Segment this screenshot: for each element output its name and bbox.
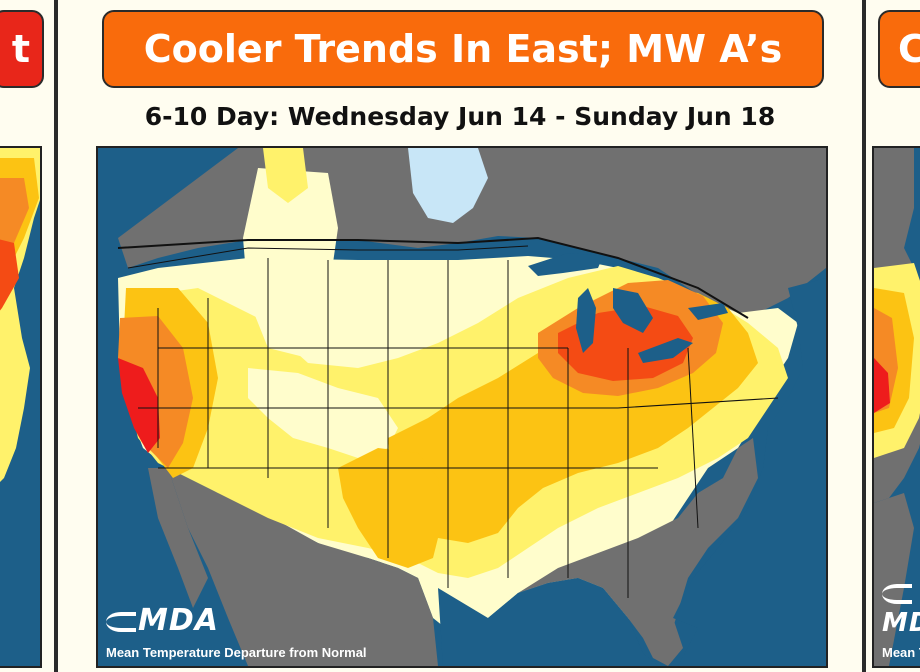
- current-slide: Cooler Trends In East; MW A’s 6-10 Day: …: [56, 0, 864, 672]
- forecast-title: Cooler Trends In East; MW A’s: [143, 27, 783, 71]
- next-slide[interactable]: C MDA Mean Te: [864, 0, 920, 672]
- state-borders: [127, 245, 779, 598]
- temperature-departure-map: MDA Mean Temperature Departure from Norm…: [96, 146, 828, 668]
- previous-slide-map: [0, 146, 42, 668]
- much-above-normal-zone: [118, 316, 193, 468]
- next-slide-map: MDA Mean Te: [872, 146, 920, 668]
- baja-region: [148, 468, 208, 608]
- gulf-of-mexico: [438, 578, 658, 666]
- us-canada-border: [117, 236, 749, 319]
- mda-swoosh-icon: [106, 611, 136, 632]
- slightly-above-zone: [243, 168, 338, 358]
- forecast-title-banner: Cooler Trends In East; MW A’s: [102, 10, 824, 88]
- mexico-region: [168, 468, 438, 666]
- lake-michigan: [576, 288, 596, 353]
- lake-huron: [613, 288, 653, 333]
- lake-erie: [638, 338, 693, 363]
- next-map-graphic: [874, 148, 920, 666]
- record-above-normal-zone: [118, 358, 160, 453]
- lake-ontario: [688, 303, 728, 320]
- next-map-land: [874, 493, 914, 666]
- southeast-normal-zone: [518, 438, 758, 648]
- map-caption: Mean Temperature Departure from Normal: [106, 645, 367, 660]
- well-above-normal-zone: [338, 448, 443, 568]
- next-mda-logo: MDA: [882, 578, 920, 638]
- florida: [628, 598, 683, 666]
- next-map-caption: Mean Te: [882, 645, 920, 660]
- mda-swoosh-icon: [882, 583, 912, 604]
- previous-slide-banner-text: t: [11, 27, 30, 71]
- next-mda-logo-text: MDA: [882, 608, 920, 638]
- next-map-zone: [874, 358, 890, 413]
- slightly-above-zone: [248, 368, 398, 458]
- previous-slide[interactable]: t: [0, 0, 56, 672]
- north-america-map: [98, 148, 826, 666]
- previous-map-graphic: [0, 148, 40, 666]
- next-slide-banner-text: C: [898, 27, 920, 71]
- atlantic-ocean: [673, 278, 826, 666]
- previous-map-zone: [0, 239, 19, 311]
- lake-superior: [528, 253, 603, 276]
- mda-logo: MDA: [106, 603, 219, 638]
- previous-map-zone: [0, 178, 29, 250]
- next-slide-banner: C: [878, 10, 920, 88]
- previous-slide-banner: t: [0, 10, 44, 88]
- forecast-period: 6-10 Day: Wednesday Jun 14 - Sunday Jun …: [144, 102, 776, 131]
- below-normal-zone: [408, 148, 488, 223]
- mda-logo-text: MDA: [138, 603, 219, 638]
- above-normal-zone: [263, 148, 308, 203]
